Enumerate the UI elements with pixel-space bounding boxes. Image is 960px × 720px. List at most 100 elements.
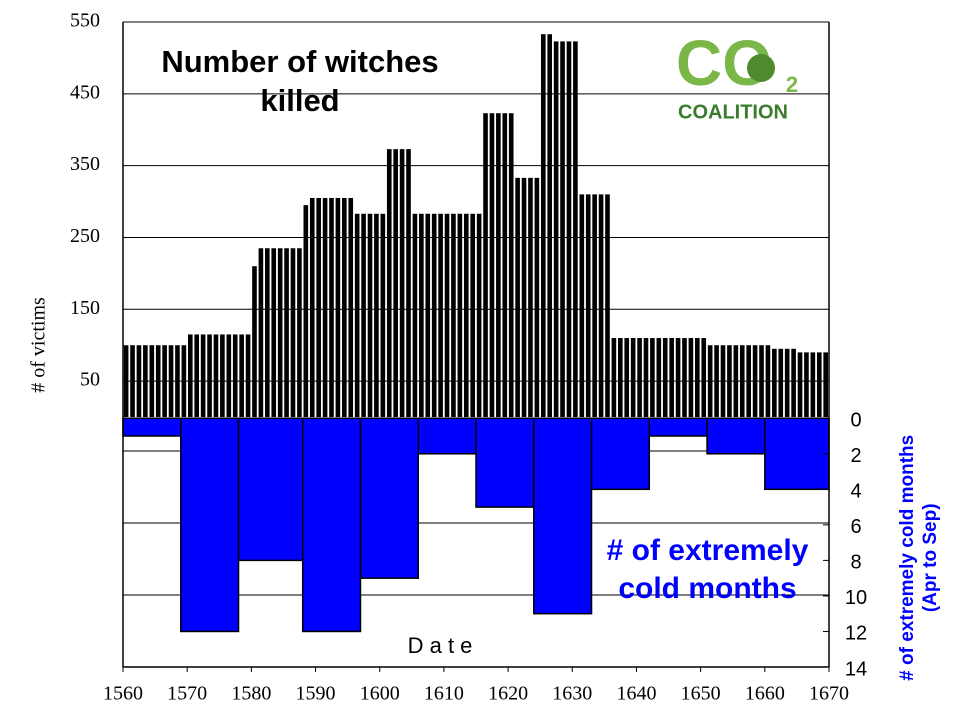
y-tick-label: 50 [80,369,100,391]
bar [810,352,816,418]
bar [566,41,572,418]
y-axis-label: # of victims [28,297,50,393]
x-tick-label: 1600 [360,683,400,705]
bar [239,334,244,418]
bar [630,338,636,418]
bar [733,345,739,418]
y2-tick-label: 2 [850,445,861,467]
bar [303,205,309,418]
bar [301,417,362,633]
bar [354,213,360,418]
bar [648,417,708,437]
bar [688,338,694,418]
bar [804,352,809,418]
x-tick-label: 1620 [488,683,528,705]
bar [695,338,700,418]
bar [425,213,431,418]
bar [778,348,784,418]
logo-subscript: 2 [786,72,798,97]
bar [123,345,129,418]
bar [573,41,578,418]
bar [149,345,155,418]
bar [226,334,232,418]
bar [598,194,604,418]
x-tick-label: 1670 [809,683,849,705]
bar [765,345,771,418]
bar [560,41,565,418]
bar [399,149,405,418]
x-tick-label: 1630 [552,683,592,705]
bar [784,348,790,418]
bar [342,197,347,418]
bar [720,345,726,418]
bar [367,213,373,418]
x-tick-label: 1660 [745,683,785,705]
bar [457,213,463,418]
bar [220,334,225,418]
bar [701,338,707,418]
y-tick-label: 350 [70,153,100,175]
x-tick-label: 1560 [103,683,143,705]
y2-tick-label: 4 [850,481,861,503]
bar [136,345,142,418]
bar [380,213,386,418]
bar [417,417,477,455]
bar [438,213,443,418]
bar [759,345,764,418]
bar [706,417,766,455]
bar [772,348,777,418]
x-tick-label: 1640 [616,683,656,705]
x-tick-label: 1570 [167,683,207,705]
y-tick-label: 450 [70,81,100,103]
x-tick-label: 1580 [231,683,271,705]
bar [374,213,379,418]
bar [181,345,187,418]
bar [175,345,180,418]
y2-axis-label: # of extremely cold months (Apr to Sep) [897,434,941,681]
bar [707,345,713,418]
y2-tick-label: 8 [850,552,861,574]
bar [431,213,437,418]
bar [540,34,546,418]
bar [271,248,277,418]
y2-tick-label: 12 [845,623,867,645]
bar [521,177,527,418]
bar [515,177,520,418]
bar [252,266,257,418]
bar [316,197,321,418]
bar [265,248,270,418]
bar [290,248,296,418]
bar [386,149,392,418]
logo-tree [747,54,775,82]
bar [207,334,212,418]
bar [764,417,830,491]
bar [237,417,304,562]
bar [590,417,651,491]
logo: CO 2 COALITION [676,27,798,123]
bar [637,338,642,418]
y-tick-label: 150 [70,297,100,319]
bar [194,334,200,418]
y-tick-label: 550 [70,10,100,32]
bar [476,213,482,418]
bar [643,338,649,418]
x-axis-label: D a t e [408,633,473,658]
bar [329,197,334,418]
bar [739,345,745,418]
bar [669,338,674,418]
annotation: # of extremely cold months [606,534,809,605]
bar [791,348,796,418]
bar [419,213,424,418]
bar [528,177,533,418]
x-tick-label: 1590 [296,683,336,705]
bar [361,213,366,418]
bar [143,345,148,418]
bar [533,417,593,615]
bar [180,417,240,633]
bar [579,194,585,418]
bar [489,113,495,418]
bar [162,345,167,418]
bar [297,248,302,418]
bar [470,213,476,418]
y2-tick-label: 14 [845,658,867,680]
